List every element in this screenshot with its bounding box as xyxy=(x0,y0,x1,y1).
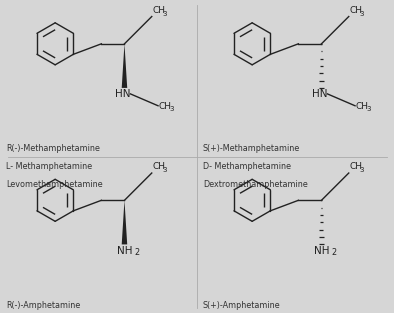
Text: NH: NH xyxy=(314,246,329,256)
Polygon shape xyxy=(122,200,127,244)
Text: CH: CH xyxy=(152,6,165,14)
Text: R(-)-Amphetamine: R(-)-Amphetamine xyxy=(6,300,80,310)
Text: Levomethamphetamine: Levomethamphetamine xyxy=(6,180,102,189)
Polygon shape xyxy=(122,44,127,88)
Text: 3: 3 xyxy=(360,11,364,17)
Text: CH: CH xyxy=(158,102,171,111)
Text: L- Methamphetamine: L- Methamphetamine xyxy=(6,162,92,171)
Text: CH: CH xyxy=(152,162,165,171)
Text: 3: 3 xyxy=(169,106,174,112)
Text: 2: 2 xyxy=(331,249,336,257)
Text: 3: 3 xyxy=(163,11,167,17)
Text: 3: 3 xyxy=(163,167,167,173)
Text: CH: CH xyxy=(355,102,368,111)
Text: 3: 3 xyxy=(360,167,364,173)
Text: D- Methamphetamine: D- Methamphetamine xyxy=(203,162,291,171)
Text: R(-)-Methamphetamine: R(-)-Methamphetamine xyxy=(6,144,100,153)
Text: 2: 2 xyxy=(134,249,139,257)
Text: 3: 3 xyxy=(366,106,371,112)
Text: CH: CH xyxy=(349,6,362,14)
Text: HN: HN xyxy=(115,90,130,100)
Text: S(+)-Amphetamine: S(+)-Amphetamine xyxy=(203,300,281,310)
Text: CH: CH xyxy=(349,162,362,171)
Text: Dextromethamphetamine: Dextromethamphetamine xyxy=(203,180,308,189)
Text: HN: HN xyxy=(312,90,327,100)
Text: NH: NH xyxy=(117,246,132,256)
Text: S(+)-Methamphetamine: S(+)-Methamphetamine xyxy=(203,144,300,153)
